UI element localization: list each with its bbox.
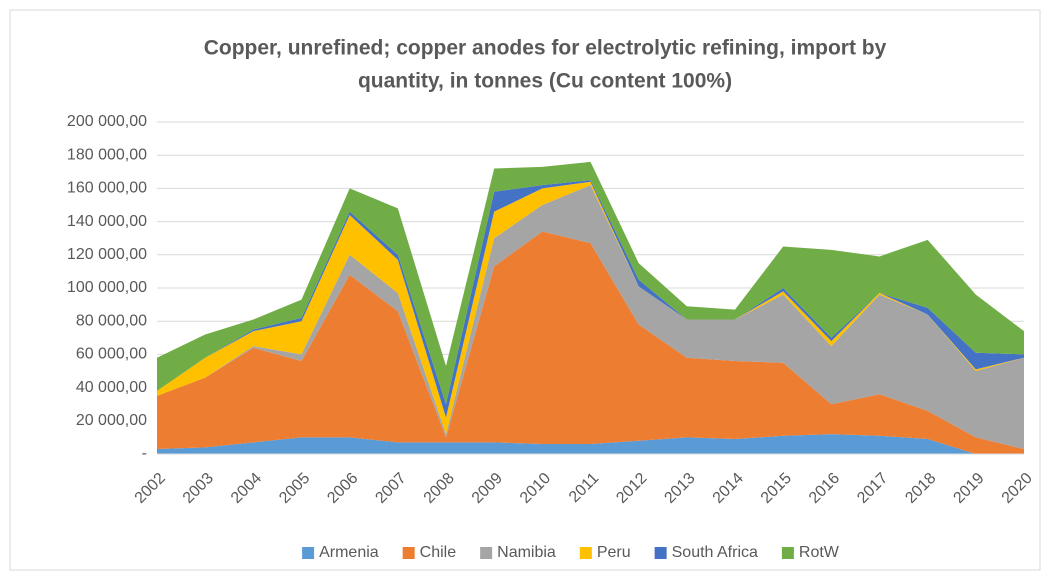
area [157,161,1024,405]
legend-swatch [302,547,315,559]
y-tick-label: 180 000,00 [67,146,147,163]
area [157,185,1024,450]
y-tick-label: 40 000,00 [76,379,147,396]
y-tick-label: 80 000,00 [76,312,147,329]
legend-swatch [402,547,415,559]
area [157,181,1024,435]
legend-swatch [480,547,493,559]
y-tick-label: 60 000,00 [76,346,147,363]
chart-title: quantity, in tonnes (Cu content 100%) [358,70,732,93]
legend-swatch [654,547,667,559]
legend-label: Peru [597,544,631,561]
area [157,434,1024,454]
legend: Armenia Chile Namibia Peru South Africa RotW [302,544,840,561]
y-tick-label: 140 000,00 [67,213,147,230]
legend-label: Namibia [497,544,556,561]
y-tick-label: 160 000,00 [67,180,147,197]
y-tick-label: 200 000,00 [67,113,147,130]
legend-label: Chile [420,544,457,561]
legend-swatch [579,547,592,559]
y-tick-label: 20 000,00 [76,412,147,429]
y-tick-label: - [142,445,147,462]
area [157,231,1024,454]
legend-label: RotW [799,544,840,561]
chart-title: Copper, unrefined; copper anodes for ele… [204,37,887,60]
legend-label: South Africa [672,544,758,561]
legend-swatch [781,547,794,559]
y-tick-label: 100 000,00 [67,279,147,296]
y-tick-label: 120 000,00 [67,246,147,263]
legend-label: Armenia [319,544,379,561]
